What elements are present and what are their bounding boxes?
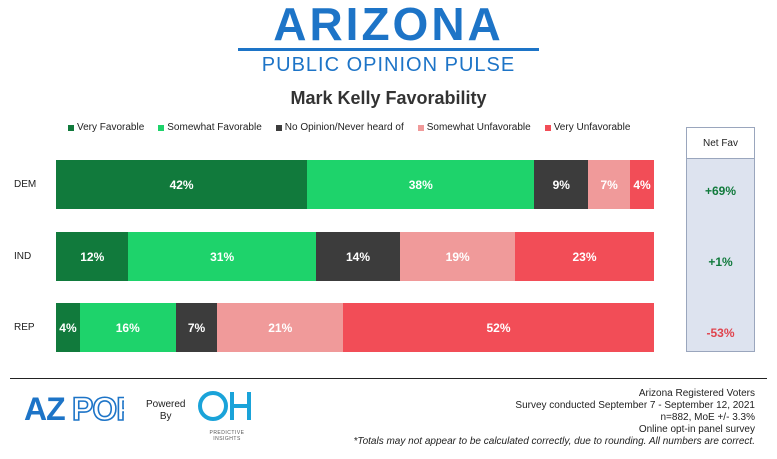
data-label: 23% [572,249,597,264]
legend-swatch [68,124,74,131]
bar-segment: 4% [56,303,80,352]
data-label: 7% [187,320,206,335]
data-label: 16% [115,320,140,335]
bar-segment: 7% [175,303,218,352]
legend-label: Somewhat Favorable [167,122,262,133]
legend-swatch [275,124,282,131]
bar-segment: 14% [315,232,401,281]
data-label: 9% [552,177,570,192]
disclaimer: *Totals may not appear to be calculated … [353,436,755,447]
oh-predictive-insights-logo: PREDICTIVE INSIGHTS [198,391,251,442]
data-label: 52% [486,320,511,335]
legend-swatch [417,124,424,131]
bar-segment: 9% [534,160,589,209]
legend-entry: Very Unfavorable [544,122,631,133]
data-label: 38% [408,177,433,192]
data-label: 12% [80,249,105,264]
data-label: 42% [169,177,194,192]
legend-entry: Somewhat Favorable [158,122,262,133]
net-fav-value: +69% [704,184,737,198]
brand-subtitle: PUBLIC OPINION PULSE [261,54,516,76]
legend-label: Somewhat Unfavorable [426,122,531,133]
data-label: 14% [346,249,371,264]
net-fav-header: Net Fav [687,128,754,159]
bar-segment: 21% [217,303,344,352]
bar-segment: 42% [56,160,308,209]
brand-rule [238,48,539,51]
data-label: 19% [445,249,470,264]
category-label: IND [14,250,32,262]
note-line: Arizona Registered Voters [638,388,755,399]
svg-text:POP: POP [72,391,124,427]
brand-title: ARIZONA [273,0,504,50]
net-fav-value: +1% [708,255,733,269]
legend-label: No Opinion/Never heard of [284,122,404,133]
bar-segment: 12% [56,232,129,281]
net-fav-panel: Net Fav +69% +1% -53% [686,127,755,352]
bar-segment: 52% [343,303,654,352]
legend-label: Very Favorable [77,122,145,133]
data-label: 4% [59,320,77,335]
legend-entry: No Opinion/Never heard of [275,122,404,133]
bar-segment: 16% [79,303,176,352]
bar-segment: 31% [128,232,316,281]
chart-title: Mark Kelly Favorability [290,88,487,108]
footer-divider [10,378,767,379]
brand-header: ARIZONA PUBLIC OPINION PULSE [0,0,777,80]
legend-swatch [158,124,165,131]
legend-swatch [544,124,551,131]
legend: Very Favorable Somewhat Favorable No Opini… [68,122,630,133]
note-line: n=882, MoE +/- 3.3% [660,412,755,423]
category-label: DEM [14,178,37,190]
bar-segment: 4% [630,160,654,209]
data-label: 7% [600,177,618,192]
bar-segment: 38% [307,160,535,209]
bar-segment: 23% [515,232,654,281]
net-fav-value: -53% [706,326,735,340]
legend-entry: Very Favorable [68,122,144,133]
powered-by: Powered By [146,399,186,422]
legend-label: Very Unfavorable [553,122,631,133]
bar-segment: 7% [588,160,631,209]
data-label: 31% [210,249,235,264]
note-line: Survey conducted September 7 - September… [515,400,755,411]
category-label: REP [14,321,35,333]
svg-text:PREDICTIVE: PREDICTIVE [209,430,244,436]
note-line: Online opt-in panel survey [638,424,755,435]
svg-text:AZ: AZ [24,391,65,427]
data-label: 21% [268,320,293,335]
svg-text:INSIGHTS: INSIGHTS [213,436,241,442]
survey-notes: Arizona Registered Voters Survey conduct… [353,388,755,448]
bar-segment: 19% [400,232,516,281]
legend-entry: Somewhat Unfavorable [417,122,531,133]
data-label: 4% [633,177,651,192]
azpop-logo: AZ POP [24,390,124,428]
